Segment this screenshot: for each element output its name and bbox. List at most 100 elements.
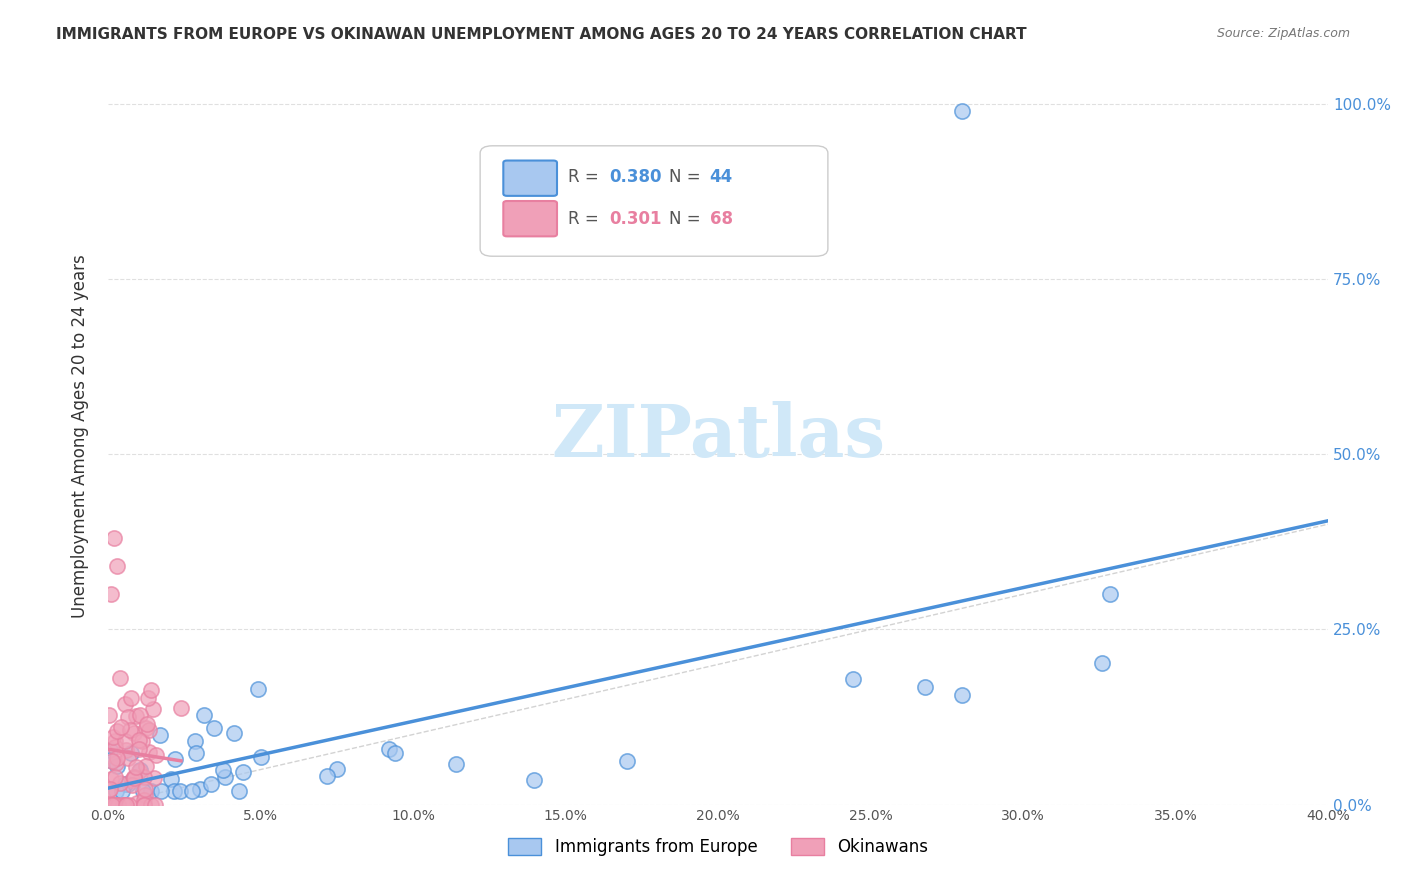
Point — [100, 587, 122, 601]
Point — [181, 783, 204, 797]
Point — [134, 797, 156, 812]
Point — [97, 707, 120, 722]
Point — [616, 754, 638, 768]
Point — [114, 697, 136, 711]
Point — [246, 681, 269, 696]
Point — [129, 707, 152, 722]
Point — [384, 746, 406, 760]
Y-axis label: Unemployment Among Ages 20 to 24 years: Unemployment Among Ages 20 to 24 years — [72, 255, 89, 618]
Text: 0.380: 0.380 — [609, 169, 662, 186]
Point — [104, 797, 127, 812]
Point — [120, 691, 142, 706]
Point — [114, 797, 136, 812]
Point — [117, 751, 139, 765]
Point — [142, 702, 165, 716]
Point — [122, 771, 145, 785]
Point — [134, 789, 156, 803]
Point — [128, 764, 150, 778]
Point — [163, 783, 186, 797]
Point — [141, 683, 163, 698]
Point — [139, 783, 162, 797]
Point — [224, 726, 246, 740]
Point — [120, 746, 142, 760]
Point — [950, 103, 973, 118]
Point — [97, 782, 120, 797]
Point — [114, 797, 136, 812]
Point — [114, 777, 136, 791]
Point — [105, 723, 128, 738]
Point — [184, 747, 207, 761]
Point — [125, 709, 148, 723]
Point — [125, 797, 148, 811]
Text: R =: R = — [568, 169, 605, 186]
Legend: Immigrants from Europe, Okinawans: Immigrants from Europe, Okinawans — [501, 831, 935, 863]
Point — [914, 680, 936, 694]
Point — [250, 749, 273, 764]
Text: 0.301: 0.301 — [609, 210, 662, 227]
Point — [103, 797, 125, 812]
Point — [112, 797, 135, 812]
FancyBboxPatch shape — [503, 201, 557, 236]
Point — [325, 762, 347, 776]
Point — [110, 775, 132, 789]
Point — [131, 734, 153, 748]
Point — [118, 797, 141, 812]
Point — [202, 722, 225, 736]
Point — [98, 743, 121, 757]
Point — [149, 729, 172, 743]
Point — [107, 797, 129, 812]
Point — [121, 772, 143, 787]
Text: N =: N = — [669, 169, 706, 186]
Point — [104, 733, 127, 747]
Point — [105, 759, 128, 773]
Point — [446, 757, 468, 772]
Point — [135, 721, 157, 735]
Point — [101, 730, 124, 744]
Point — [128, 742, 150, 756]
Point — [108, 671, 131, 685]
Point — [160, 772, 183, 786]
Point — [138, 745, 160, 759]
Point — [111, 783, 134, 797]
Point — [138, 723, 160, 737]
Point — [145, 797, 167, 812]
Point — [104, 770, 127, 784]
Point — [98, 781, 121, 796]
Point — [114, 742, 136, 756]
Text: ZIPatlas: ZIPatlas — [551, 401, 886, 472]
Point — [950, 689, 973, 703]
Point — [117, 710, 139, 724]
Text: N =: N = — [669, 210, 706, 227]
Point — [122, 770, 145, 784]
Point — [132, 770, 155, 784]
Point — [105, 559, 128, 574]
Point — [125, 759, 148, 773]
Point — [316, 769, 339, 783]
Point — [134, 782, 156, 797]
Point — [188, 781, 211, 796]
Text: R =: R = — [568, 210, 605, 227]
Point — [100, 772, 122, 786]
Point — [128, 764, 150, 778]
Point — [842, 672, 865, 686]
Point — [98, 797, 121, 812]
Point — [98, 753, 121, 767]
Text: IMMIGRANTS FROM EUROPE VS OKINAWAN UNEMPLOYMENT AMONG AGES 20 TO 24 YEARS CORREL: IMMIGRANTS FROM EUROPE VS OKINAWAN UNEMP… — [56, 27, 1026, 42]
Point — [136, 716, 159, 731]
Point — [117, 777, 139, 791]
Point — [132, 783, 155, 797]
Point — [103, 531, 125, 545]
Point — [1099, 587, 1122, 601]
FancyBboxPatch shape — [503, 161, 557, 196]
Point — [139, 797, 162, 812]
Point — [104, 756, 127, 771]
Point — [128, 733, 150, 747]
Point — [112, 797, 135, 812]
Point — [143, 772, 166, 786]
Text: 68: 68 — [710, 210, 733, 227]
Text: 44: 44 — [710, 169, 733, 186]
Point — [120, 723, 142, 738]
Point — [211, 763, 233, 777]
Point — [121, 778, 143, 792]
Point — [101, 797, 124, 812]
